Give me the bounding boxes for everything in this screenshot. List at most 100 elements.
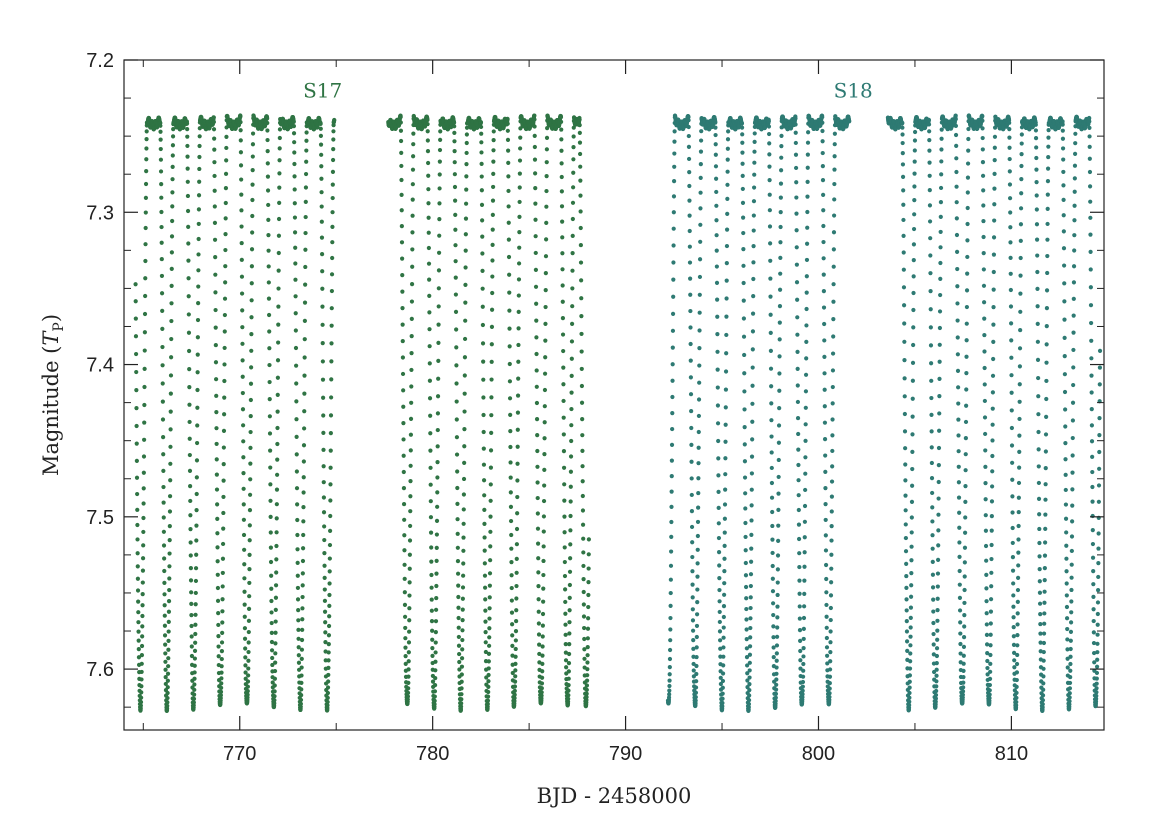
data-point [515, 478, 520, 483]
data-point [222, 312, 227, 318]
data-point [746, 705, 751, 710]
data-point [246, 658, 251, 663]
data-point [162, 592, 167, 597]
data-point [796, 478, 801, 483]
data-point [929, 395, 934, 401]
data-point [509, 573, 514, 578]
data-point [563, 642, 568, 647]
data-point [743, 548, 748, 553]
data-point [581, 536, 586, 541]
data-point [688, 292, 693, 297]
data-point [159, 291, 165, 296]
data-point [488, 544, 493, 549]
data-point [568, 469, 574, 474]
data-point [509, 598, 514, 603]
data-point [436, 322, 441, 327]
data-point [766, 124, 772, 129]
data-point [668, 577, 673, 582]
data-point [135, 564, 140, 569]
data-point [435, 411, 441, 416]
data-point [169, 283, 174, 288]
data-point [717, 576, 722, 581]
data-point [437, 172, 442, 177]
data-point [490, 242, 495, 247]
data-point [580, 433, 585, 438]
data-point [579, 278, 584, 283]
data-point [800, 692, 805, 697]
data-point [192, 687, 197, 692]
data-point [512, 688, 517, 693]
data-point [246, 629, 251, 635]
data-point [399, 192, 404, 197]
data-point [293, 311, 298, 316]
data-point [196, 268, 201, 273]
data-point [216, 654, 221, 659]
data-point [767, 164, 772, 169]
data-point [455, 571, 461, 576]
data-point [168, 409, 173, 414]
data-point [560, 267, 565, 272]
data-point [159, 240, 164, 245]
data-point [776, 474, 781, 480]
data-point [134, 406, 139, 411]
data-point [666, 695, 672, 700]
data-point [744, 637, 749, 642]
data-point [213, 342, 218, 348]
data-point [220, 570, 225, 576]
series-S18 [665, 113, 1103, 713]
data-point [454, 327, 459, 332]
data-point [561, 382, 566, 387]
data-point [803, 471, 808, 476]
data-point [165, 685, 170, 690]
data-point [930, 519, 935, 524]
data-point [142, 437, 147, 442]
data-point [773, 687, 779, 692]
data-point [435, 427, 440, 433]
data-point [223, 232, 228, 237]
data-point [668, 563, 674, 568]
data-point [578, 225, 583, 231]
data-point [769, 401, 774, 406]
data-point [215, 585, 221, 591]
data-point [912, 129, 918, 135]
data-point [513, 661, 518, 666]
data-point [831, 247, 836, 252]
data-point [695, 519, 701, 525]
data-point [214, 393, 219, 398]
data-point [194, 458, 200, 463]
data-point [188, 484, 193, 489]
data-point [778, 255, 783, 260]
data-point [805, 152, 810, 157]
data-point [143, 181, 149, 187]
data-point [426, 261, 432, 266]
data-point [487, 626, 492, 631]
data-point [243, 663, 248, 668]
data-point [770, 563, 775, 569]
data-point [460, 585, 466, 590]
data-point [238, 163, 244, 168]
data-point [903, 446, 908, 451]
data-point [540, 634, 545, 639]
data-point [427, 277, 432, 282]
data-point [568, 542, 573, 547]
data-point [294, 452, 299, 457]
data-point [479, 202, 485, 207]
data-point [775, 615, 780, 620]
data-point [402, 548, 407, 553]
data-point [212, 160, 217, 165]
data-point [773, 691, 779, 696]
data-point [248, 445, 253, 451]
data-point [585, 660, 590, 665]
data-point [771, 645, 776, 650]
data-point [221, 445, 226, 450]
data-point [480, 286, 485, 291]
data-point [771, 655, 776, 660]
data-point [695, 600, 700, 605]
data-point [223, 171, 229, 176]
data-point [801, 646, 806, 651]
data-point [517, 158, 523, 163]
data-point [300, 594, 305, 600]
data-point [436, 268, 442, 273]
data-point [277, 158, 282, 163]
data-point [330, 195, 335, 201]
